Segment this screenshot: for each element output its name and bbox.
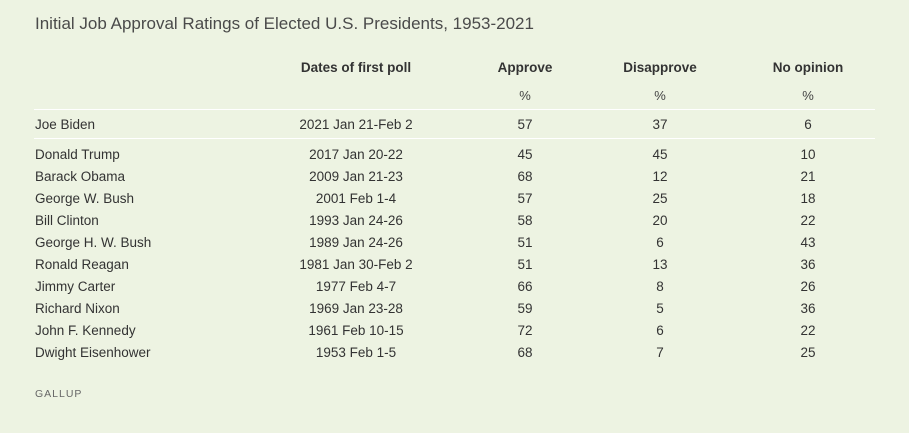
approve-value: 72 [517,323,533,338]
no-opinion-value: 22 [800,323,816,338]
disapprove-value: 8 [656,279,664,294]
approve-value: 51 [517,257,533,272]
header-no-opinion: No opinion [772,60,844,75]
no-opinion-value: 18 [800,191,816,206]
president-name: Bill Clinton [35,213,99,228]
table-row: Bill Clinton 1993 Jan 24-26 58 20 22 [0,210,909,232]
approve-value: 57 [517,117,533,132]
president-name: Joe Biden [35,117,96,132]
poll-dates: 1953 Feb 1-5 [315,345,397,360]
president-name: Jimmy Carter [35,279,116,294]
no-opinion-value: 43 [800,235,816,250]
approve-value: 68 [517,169,533,184]
header-approve: Approve [497,60,553,75]
no-opinion-value: 22 [800,213,816,228]
approve-value: 51 [517,235,533,250]
disapprove-value: 20 [652,213,668,228]
biden-divider [34,138,875,139]
header-disapprove: Disapprove [623,60,697,75]
no-opinion-value: 6 [804,117,812,132]
poll-dates: 1977 Feb 4-7 [315,279,397,294]
no-opinion-value: 26 [800,279,816,294]
president-name: Dwight Eisenhower [35,345,151,360]
source-label: GALLUP [35,388,83,400]
no-opinion-value: 25 [800,345,816,360]
poll-dates: 1993 Jan 24-26 [309,213,403,228]
table-row: Barack Obama 2009 Jan 21-23 68 12 21 [0,166,909,188]
approve-value: 45 [517,147,533,162]
poll-dates: 1969 Jan 23-28 [309,301,403,316]
no-opinion-value: 36 [800,301,816,316]
poll-dates: 2009 Jan 21-23 [309,169,403,184]
table-row: George W. Bush 2001 Feb 1-4 57 25 18 [0,188,909,210]
approve-value: 66 [517,279,533,294]
unit-no-opinion: % [802,88,814,103]
table-row: Dwight Eisenhower 1953 Feb 1-5 68 7 25 [0,342,909,364]
poll-dates: 1989 Jan 24-26 [309,235,403,250]
chart-title: Initial Job Approval Ratings of Elected … [35,14,534,33]
poll-dates: 1981 Jan 30-Feb 2 [299,257,413,272]
poll-dates: 1961 Feb 10-15 [308,323,404,338]
no-opinion-value: 36 [800,257,816,272]
no-opinion-value: 21 [800,169,816,184]
no-opinion-value: 10 [800,147,816,162]
disapprove-value: 25 [652,191,668,206]
header-divider [34,109,875,110]
table-row: Ronald Reagan 1981 Jan 30-Feb 2 51 13 36 [0,254,909,276]
poll-dates: 2017 Jan 20-22 [309,147,403,162]
approve-value: 58 [517,213,533,228]
president-name: Ronald Reagan [35,257,129,272]
table-row: Donald Trump 2017 Jan 20-22 45 45 10 [0,144,909,166]
disapprove-value: 7 [656,345,664,360]
president-name: Richard Nixon [35,301,120,316]
approve-value: 59 [517,301,533,316]
president-name: George W. Bush [35,191,135,206]
disapprove-value: 5 [656,301,664,316]
disapprove-value: 13 [652,257,668,272]
table-row: Richard Nixon 1969 Jan 23-28 59 5 36 [0,298,909,320]
approve-value: 57 [517,191,533,206]
disapprove-value: 37 [652,117,668,132]
header-dates: Dates of first poll [300,60,412,75]
unit-disapprove: % [654,88,666,103]
disapprove-value: 6 [656,323,664,338]
poll-dates: 2001 Feb 1-4 [315,191,397,206]
unit-approve: % [519,88,531,103]
poll-dates: 2021 Jan 21-Feb 2 [299,117,413,132]
table-row: Joe Biden 2021 Jan 21-Feb 2 57 37 6 [0,114,909,136]
president-name: Donald Trump [35,147,120,162]
table-row: George H. W. Bush 1989 Jan 24-26 51 6 43 [0,232,909,254]
disapprove-value: 6 [656,235,664,250]
disapprove-value: 45 [652,147,668,162]
table-row: Jimmy Carter 1977 Feb 4-7 66 8 26 [0,276,909,298]
president-name: Barack Obama [35,169,126,184]
approve-value: 68 [517,345,533,360]
disapprove-value: 12 [652,169,668,184]
table-row: John F. Kennedy 1961 Feb 10-15 72 6 22 [0,320,909,342]
president-name: George H. W. Bush [35,235,152,250]
president-name: John F. Kennedy [35,323,136,338]
